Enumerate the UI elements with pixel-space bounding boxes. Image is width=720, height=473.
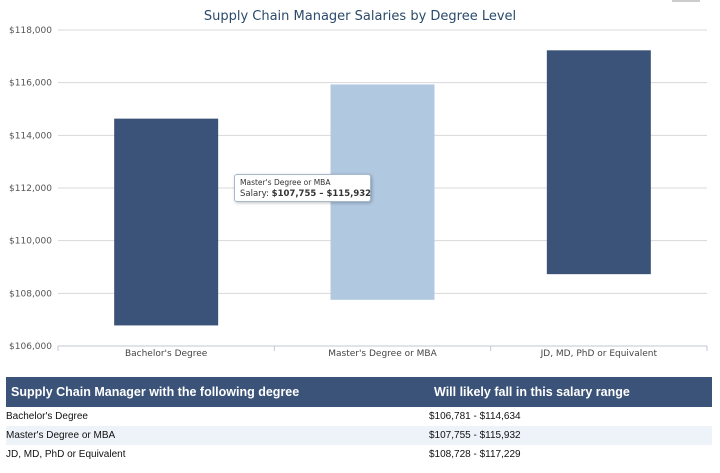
table-row: Bachelor's Degree $106,781 - $114,634 — [6, 407, 712, 426]
table-cell-range: $108,728 - $117,229 — [429, 449, 521, 460]
chart-tooltip: Master's Degree or MBA Salary: $107,755 … — [234, 174, 371, 202]
tooltip-value: $107,755 – $115,932 — [271, 189, 372, 199]
salary-table: Supply Chain Manager with the following … — [6, 377, 712, 464]
x-tick-label: Master's Degree or MBA — [328, 349, 437, 359]
table-header-range: Will likely fall in this salary range — [429, 377, 712, 407]
table-cell-degree: Master's Degree or MBA — [6, 426, 429, 445]
x-axis: Bachelor's Degree Master's Degree or MBA J… — [57, 346, 708, 359]
x-tick-label: Bachelor's Degree — [125, 349, 208, 359]
bar-1[interactable] — [114, 118, 219, 326]
table-cell-range: $106,781 - $114,634 — [429, 411, 521, 422]
bar-3[interactable] — [546, 50, 651, 275]
salary-range-chart: Supply Chain Manager Salaries by Degree … — [9, 9, 708, 359]
table-cell-degree: JD, MD, PhD or Equivalent — [6, 449, 126, 460]
tooltip-label: Salary: — [240, 189, 272, 199]
y-tick-label: $116,000 — [9, 79, 52, 89]
y-tick-label: $108,000 — [9, 289, 52, 299]
y-tick-label: $118,000 — [9, 26, 52, 36]
tooltip-title: Master's Degree or MBA — [240, 178, 331, 187]
x-tick-label: JD, MD, PhD or Equivalent — [540, 349, 658, 359]
chart-title: Supply Chain Manager Salaries by Degree … — [204, 9, 516, 24]
table-cell-degree: Bachelor's Degree — [6, 411, 88, 422]
y-tick-label: $110,000 — [9, 237, 52, 247]
bars — [114, 50, 651, 326]
table-header-degree: Supply Chain Manager with the following … — [6, 377, 429, 407]
table-header-row: Supply Chain Manager with the following … — [6, 377, 712, 407]
table-cell-range: $107,755 - $115,932 — [429, 426, 712, 445]
y-axis: $106,000 $108,000 $110,000 $112,000 $114,000… — [9, 26, 52, 352]
y-tick-label: $112,000 — [9, 184, 52, 194]
tooltip-row: Salary: $107,755 – $115,932 — [240, 188, 371, 200]
table-row: JD, MD, PhD or Equivalent $108,728 - $11… — [6, 445, 712, 464]
menu-button[interactable] — [672, 0, 700, 2]
y-tick-label: $106,000 — [9, 342, 52, 352]
table-row: Master's Degree or MBA $107,755 - $115,9… — [6, 426, 712, 445]
y-tick-label: $114,000 — [9, 131, 52, 141]
